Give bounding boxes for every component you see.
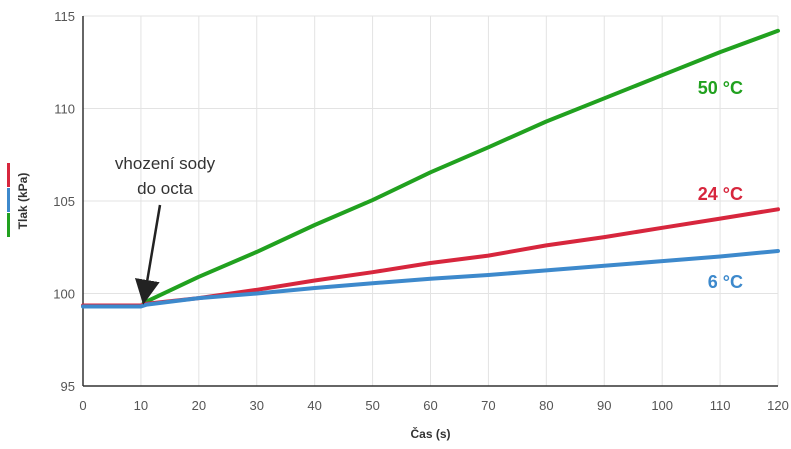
x-tick-label: 20: [192, 398, 206, 413]
x-tick-label: 70: [481, 398, 495, 413]
x-tick-label: 100: [651, 398, 673, 413]
y-tick-label: 105: [53, 194, 75, 209]
x-tick-label: 30: [250, 398, 264, 413]
annotation: vhození sody do octa: [115, 154, 216, 295]
x-tick-label: 60: [423, 398, 437, 413]
x-tick-label: 110: [710, 398, 731, 413]
color-key-stripe: [7, 213, 10, 237]
y-axis-title: Tlak (kPa): [16, 173, 30, 230]
series-line-0: [144, 31, 778, 303]
annotation-text-line-2: do octa: [137, 179, 193, 198]
y-tick-label: 100: [53, 287, 75, 302]
x-tick-label: 50: [365, 398, 379, 413]
x-tick-label: 0: [79, 398, 86, 413]
x-axis-title: Čas (s): [410, 426, 450, 441]
x-tick-label: 10: [134, 398, 148, 413]
series-label-1: 24 °C: [698, 184, 743, 204]
x-tick-label: 40: [307, 398, 321, 413]
x-tick-label: 90: [597, 398, 611, 413]
y-tick-label: 95: [61, 379, 75, 394]
y-tick-label: 115: [54, 9, 75, 24]
color-key-stripe: [7, 163, 10, 187]
x-tick-label: 120: [767, 398, 789, 413]
color-key-stripe: [7, 188, 10, 212]
annotation-text-line-1: vhození sody: [115, 154, 216, 173]
annotation-arrow: [145, 205, 160, 295]
y-tick-label: 110: [54, 102, 75, 117]
series-label-0: 50 °C: [698, 78, 743, 98]
series-label-2: 6 °C: [708, 272, 743, 292]
x-tick-label: 80: [539, 398, 553, 413]
